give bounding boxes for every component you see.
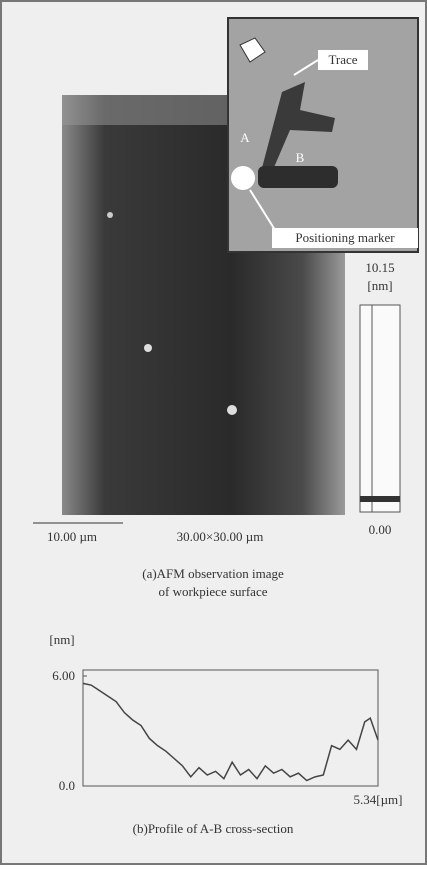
speck — [144, 344, 152, 352]
inset-label: Positioning marker — [295, 230, 395, 245]
colorbar-histogram — [360, 496, 400, 502]
figure: Trace A B Positioning marker 10.15 [nm] … — [0, 0, 427, 865]
colorbar-min: 0.00 — [369, 522, 392, 537]
y-tick-label: 6.00 — [52, 668, 75, 683]
scale-bar-label: 10.00 µm — [47, 529, 97, 544]
speck — [107, 212, 113, 218]
inset-label: Trace — [328, 52, 357, 67]
colorbar — [360, 305, 400, 512]
caption: (b)Profile of A-B cross-section — [133, 821, 294, 836]
positioning-marker — [231, 166, 255, 190]
speck — [227, 405, 237, 415]
caption: (a)AFM observation image — [142, 566, 284, 581]
x-tick-label: 5.34[µm] — [353, 792, 402, 807]
trace-base — [258, 166, 338, 188]
inset-label: A — [240, 130, 250, 145]
y-tick-label: 0.0 — [59, 778, 75, 793]
colorbar-unit: [nm] — [367, 278, 392, 293]
inset-label: B — [296, 150, 305, 165]
colorbar-max: 10.15 — [365, 260, 394, 275]
scan-size: 30.00×30.00 µm — [177, 529, 264, 544]
caption: of workpiece surface — [159, 584, 268, 599]
y-axis-label: [nm] — [49, 632, 74, 647]
